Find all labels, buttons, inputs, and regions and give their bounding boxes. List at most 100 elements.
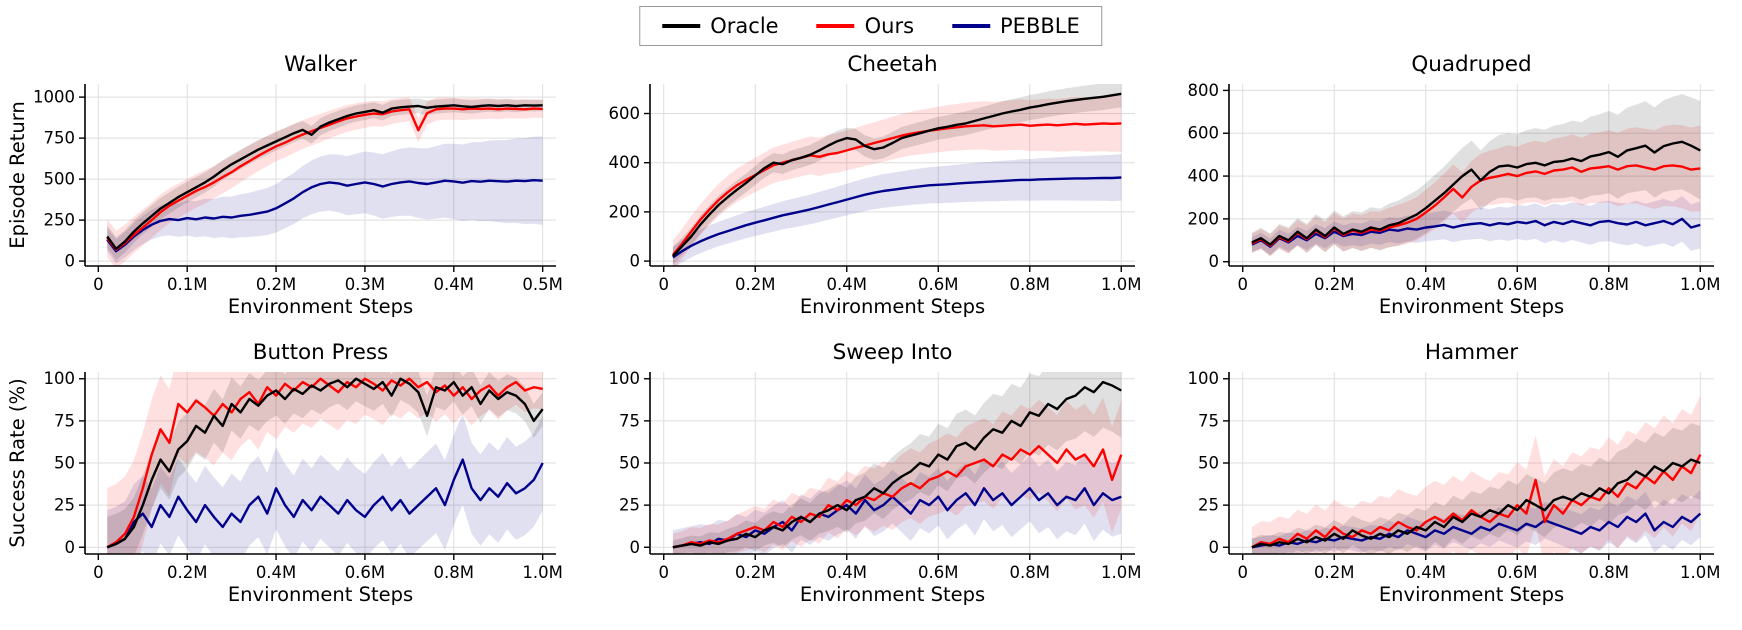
series-line-ours (672, 444, 1123, 549)
chart-title: Sweep Into (833, 340, 953, 365)
x-tick-label: 0.1M (167, 275, 207, 294)
series-line-pebble (106, 458, 544, 549)
chart-title: Button Press (253, 340, 388, 365)
y-tick-label: 75 (619, 411, 640, 430)
series-line-ours (1251, 454, 1702, 549)
series-line-ours (106, 377, 543, 549)
x-tick-label: 0.2M (167, 563, 207, 582)
series-line-oracle (106, 104, 543, 250)
x-tick-label: 0 (658, 275, 669, 294)
series-band-ours (672, 397, 1122, 554)
chart-hammer: 0 25 50 75 100 0 0.2M 0.4M 0.6M 0.8M 1.0M Hammer Env… (1160, 338, 1739, 626)
x-tick-label: 0.8M (434, 563, 474, 582)
y-tick-label: 250 (44, 211, 76, 230)
x-axis-label: Environment Steps (1379, 583, 1564, 606)
y-tick-label: 75 (1198, 411, 1219, 430)
x-tick-label: 0.2M (1314, 275, 1354, 294)
y-tick-label: 0 (65, 252, 76, 271)
x-tick-label: 0.4M (827, 275, 867, 294)
series-band-pebble (1251, 490, 1701, 554)
legend-item-pebble: PEBBLE (952, 14, 1080, 38)
y-tick-label: 0 (630, 538, 641, 557)
legend: Oracle Ours PEBBLE (639, 6, 1103, 46)
legend-item-oracle: Oracle (662, 14, 779, 38)
chart-canvas: 0 200 400 600 0 0.2M 0.4M 0.6M 0.8M 1.0M Cheetah En… (609, 52, 1142, 318)
y-tick-label: 50 (619, 454, 640, 473)
x-tick-label: 0.2M (1314, 563, 1354, 582)
y-tick-label: 600 (1188, 124, 1220, 143)
x-axis-label: Environment Steps (228, 295, 413, 318)
y-tick-label: 100 (609, 369, 641, 388)
y-tick-label: 25 (1198, 496, 1219, 515)
chart-canvas: 0 250 500 750 1000 0 0.1M 0.2M 0.3M 0.4M 0.5M Walke… (6, 52, 563, 318)
x-tick-label: 0.8M (1589, 275, 1629, 294)
legend-line-swatch-oracle (662, 24, 701, 28)
x-tick-label: 0 (1237, 563, 1248, 582)
series-line-oracle (106, 377, 544, 549)
x-tick-label: 0.2M (735, 275, 775, 294)
y-tick-label: 25 (619, 496, 640, 515)
x-axis-label: Environment Steps (228, 583, 413, 606)
series-line-pebble (672, 487, 1122, 549)
chart-title: Cheetah (847, 52, 937, 77)
charts-grid: 0 250 500 750 1000 0 0.1M 0.2M 0.3M 0.4M 0.5M Walke… (2, 50, 1739, 626)
legend-label: PEBBLE (1000, 14, 1080, 38)
chart-canvas: 0 25 50 75 100 0 0.2M 0.4M 0.6M 0.8M 1.0M Sweep Int… (609, 340, 1142, 606)
legend-label: Ours (864, 14, 915, 38)
series-band-oracle (107, 98, 543, 261)
x-tick-label: 0 (93, 563, 104, 582)
y-tick-label: 200 (609, 202, 641, 221)
y-tick-label: 0 (1209, 252, 1220, 271)
x-tick-label: 1.0M (1101, 275, 1141, 294)
y-axis-label: Success Rate (%) (6, 378, 29, 547)
y-tick-label: 600 (609, 104, 641, 123)
series-line-ours (671, 122, 1122, 256)
y-tick-label: 25 (54, 496, 75, 515)
y-tick-label: 400 (1188, 167, 1220, 186)
y-tick-label: 100 (1188, 369, 1220, 388)
series-line-oracle (1251, 458, 1701, 549)
y-tick-label: 400 (609, 153, 641, 172)
legend-item-ours: Ours (816, 14, 915, 38)
chart-sweep-into: 0 25 50 75 100 0 0.2M 0.4M 0.6M 0.8M 1.0M Sweep Int… (581, 338, 1160, 626)
x-axis-label: Environment Steps (1379, 295, 1564, 318)
y-tick-label: 500 (44, 170, 76, 189)
series-line-oracle (1251, 140, 1701, 246)
x-tick-label: 0.4M (434, 275, 474, 294)
chart-canvas: 0 200 400 600 800 0 0.2M 0.4M 0.6M 0.8M 1.0M Quadru… (1188, 52, 1721, 318)
chart-walker: 0 250 500 750 1000 0 0.1M 0.2M 0.3M 0.4M 0.5M Walke… (2, 50, 581, 338)
y-tick-label: 100 (44, 369, 76, 388)
chart-title: Hammer (1425, 340, 1518, 365)
y-tick-label: 0 (65, 538, 76, 557)
x-tick-label: 0.6M (918, 275, 958, 294)
chart-quadruped: 0 200 400 600 800 0 0.2M 0.4M 0.6M 0.8M 1.0M Quadru… (1160, 50, 1739, 338)
x-tick-label: 0.4M (827, 563, 867, 582)
x-tick-label: 1.0M (1101, 563, 1141, 582)
series-band-pebble (1251, 196, 1701, 255)
series-band-ours (1251, 395, 1701, 554)
y-tick-label: 0 (1209, 538, 1220, 557)
chart-button-press: 0 25 50 75 100 0 0.2M 0.4M 0.6M 0.8M 1.0M Button Pr… (2, 338, 581, 626)
chart-title: Walker (284, 52, 357, 77)
x-tick-label: 0.3M (345, 275, 385, 294)
series-line-oracle (672, 92, 1122, 258)
x-tick-label: 0.8M (1010, 275, 1050, 294)
y-tick-label: 750 (44, 129, 76, 148)
series-band-pebble (107, 136, 543, 264)
x-tick-label: 0.4M (1406, 563, 1446, 582)
x-tick-label: 1.0M (1680, 275, 1720, 294)
series-band-ours (672, 95, 1122, 266)
x-tick-label: 0.6M (1497, 563, 1537, 582)
x-tick-label: 0 (1237, 275, 1248, 294)
legend-line-swatch-pebble (952, 24, 991, 28)
x-tick-label: 0.8M (1010, 563, 1050, 582)
y-tick-label: 1000 (33, 88, 75, 107)
y-tick-label: 800 (1188, 81, 1220, 100)
x-tick-label: 0.5M (522, 275, 562, 294)
x-tick-label: 0.8M (1589, 563, 1629, 582)
x-axis-label: Environment Steps (800, 295, 985, 318)
series-band-oracle (672, 84, 1122, 265)
x-tick-label: 1.0M (1680, 563, 1720, 582)
x-tick-label: 1.0M (522, 563, 562, 582)
